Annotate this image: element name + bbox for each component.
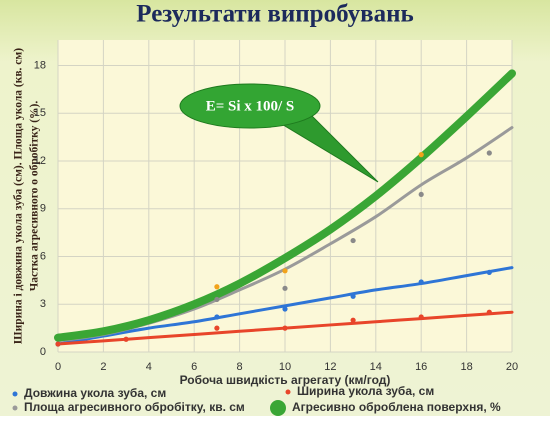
point [282, 306, 288, 312]
x-tick-label: 8 [237, 361, 243, 373]
annotation: E= Si x 100/ S [179, 83, 379, 183]
point [418, 191, 424, 198]
x-tick-label: 10 [279, 361, 291, 373]
point [350, 237, 356, 244]
y-axis-label: Частка агресивного о обробітку (%). [29, 101, 41, 292]
legend-marker [12, 391, 18, 397]
legend: Довжина укола зуба, см Ширина укола зуба,… [12, 384, 501, 416]
y-tick-label: 3 [40, 298, 46, 310]
y-tick-label: 0 [40, 346, 46, 358]
point [418, 279, 424, 285]
x-tick-label: 18 [460, 361, 472, 373]
trend-line [56, 266, 514, 346]
x-tick-label: 6 [191, 361, 197, 373]
x-tick-label: 0 [55, 361, 61, 373]
point [282, 325, 288, 331]
y-tick-label: 12 [34, 155, 46, 167]
point [55, 341, 61, 347]
point [350, 317, 356, 323]
point [123, 336, 129, 342]
point [282, 285, 288, 291]
legend-marker [12, 405, 18, 411]
point [486, 150, 492, 156]
x-tick-label: 12 [324, 361, 336, 373]
legend-label: Агресивно оброблена поверхня, % [292, 400, 501, 414]
point [486, 309, 492, 315]
y-axis-label: Ширина і довжина укола зуба (см). Площа … [13, 48, 25, 344]
y-tick-label: 9 [40, 203, 46, 215]
y-tick-label: 6 [40, 250, 46, 262]
point [214, 314, 220, 320]
legend-label: Площа агресивного обробітку, кв. см [24, 400, 245, 414]
annotation-text: E= Si x 100/ S [206, 98, 295, 114]
point [214, 325, 220, 331]
legend-label: Довжина укола зуба, см [24, 386, 166, 400]
chart-title: Результати випробувань [136, 1, 414, 28]
y-tick-label: 18 [34, 59, 46, 71]
x-tick-label: 2 [100, 361, 106, 373]
x-tick-label: 20 [506, 361, 518, 373]
trend-line [54, 69, 516, 342]
point [214, 296, 220, 303]
point [418, 314, 424, 320]
x-axis-label: Робоча швидкість агрегату (км/год) [180, 373, 391, 387]
point [418, 152, 424, 158]
x-tick-label: 14 [370, 361, 382, 373]
point [486, 269, 492, 276]
x-tick-label: 16 [415, 361, 427, 373]
legend-marker [285, 389, 291, 395]
point [350, 293, 356, 299]
plot: 0 3 6 9 12 15 18 0 2 4 6 8 10 12 14 16 18 20 [34, 40, 518, 373]
point [282, 268, 288, 274]
y-tick-label: 15 [34, 107, 46, 119]
legend-label: Ширина укола зуба, см [297, 384, 434, 398]
legend-marker [270, 400, 286, 416]
x-tick-label: 4 [146, 361, 152, 373]
point [214, 284, 220, 290]
callout [179, 83, 321, 129]
